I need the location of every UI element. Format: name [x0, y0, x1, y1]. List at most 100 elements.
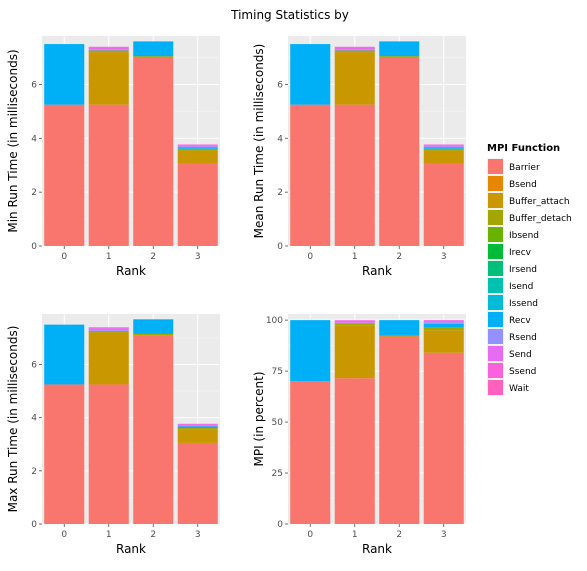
x-axis-title: Rank	[116, 542, 146, 556]
y-axis-title: Mean Run Time (in milliseconds)	[252, 44, 266, 239]
bar-segment-rsend-rank-3	[423, 322, 464, 324]
y-tick-label: 0	[277, 520, 283, 530]
bar-segment-barrier-rank-3	[423, 352, 464, 524]
bar-segment-ssend-rank-1	[88, 46, 129, 48]
y-tick-label: 75	[272, 367, 283, 377]
bar-segment-buffer-detach-rank-3	[423, 148, 464, 151]
bar-segment-barrier-rank-0	[290, 104, 331, 247]
bar-segment-buffer-attach-rank-1	[334, 325, 375, 379]
bar-segment-recv-rank-3	[177, 147, 218, 149]
legend-title: MPI Function	[487, 143, 560, 154]
x-tick-label: 3	[195, 530, 201, 540]
bar-segment-buffer-attach-rank-3	[177, 150, 218, 164]
y-tick-label: 4	[31, 134, 37, 144]
legend-label: Ssend	[509, 367, 536, 377]
bar-segment-rsend-rank-3	[177, 425, 218, 427]
bar-segment-buffer-attach-rank-3	[423, 330, 464, 353]
bar-segment-barrier-rank-0	[44, 104, 85, 247]
facet-panel-4: 0 25 50 75 100 0 1 2 3 Rank MPI (in percent)	[252, 314, 466, 556]
x-tick-label: 1	[106, 252, 112, 262]
y-tick-label: 0	[31, 520, 37, 530]
legend-label: Isend	[509, 282, 533, 292]
y-tick-label: 2	[31, 188, 37, 198]
legend-swatch	[488, 159, 503, 174]
bar-segment-rsend-rank-1	[88, 49, 129, 51]
bar-segment-ssend-rank-1	[334, 320, 375, 321]
legend-item-recv: Recv	[487, 311, 531, 328]
x-tick-label: 1	[352, 252, 358, 262]
legend-item-send: Send	[487, 345, 532, 362]
y-tick-label: 0	[31, 242, 37, 252]
bar-segment-rsend-rank-3	[177, 146, 218, 148]
x-axis-title: Rank	[362, 542, 392, 556]
y-tick-label: 6	[31, 80, 37, 90]
bar-segment-buffer-attach-rank-3	[177, 429, 218, 443]
legend-swatch	[488, 176, 503, 191]
legend-label: Rsend	[509, 333, 537, 343]
legend-label: Ibsend	[509, 231, 539, 241]
facet-panels: 0 2 4 6 0 1 2 3 Rank Min Run Time (in millisecond…	[6, 36, 466, 556]
bar-segment-ssend-rank-3	[423, 144, 464, 146]
bar-segment-barrier-rank-3	[423, 163, 464, 246]
bar-segment-send-rank-1	[334, 47, 375, 50]
bar-segment-recv-rank-0	[44, 324, 85, 385]
bar-segment-buffer-attach-rank-1	[88, 332, 129, 385]
bar-segment-recv-rank-2	[379, 320, 420, 336]
bar-segment-ssend-rank-1	[88, 327, 129, 329]
bar-segment-barrier-rank-3	[177, 163, 218, 246]
bar-segment-recv-rank-3	[423, 323, 464, 328]
legend-label: Wait	[509, 384, 529, 394]
y-tick-label: 6	[31, 361, 37, 371]
legend-item-buffer-attach: Buffer_attach	[487, 192, 570, 209]
bar-segment-send-rank-3	[177, 424, 218, 426]
y-tick-label: 4	[277, 134, 283, 144]
bar-segment-barrier-rank-0	[290, 381, 331, 524]
x-tick-label: 2	[150, 252, 156, 262]
x-tick-label: 2	[396, 252, 402, 262]
legend-item-barrier: Barrier	[487, 158, 540, 175]
legend-item-irsend: Irsend	[487, 260, 537, 277]
bar-segment-barrier-rank-2	[133, 335, 174, 524]
x-axis-title: Rank	[362, 264, 392, 278]
legend-swatch	[488, 380, 503, 395]
legend-swatch	[488, 227, 503, 242]
bar-segment-buffer-detach-rank-3	[423, 327, 464, 331]
facet-panel-1: 0 2 4 6 0 1 2 3 Rank Min Run Time (in millisecond…	[6, 36, 220, 278]
legend-item-isend: Isend	[487, 277, 533, 294]
bar-segment-ssend-rank-1	[334, 46, 375, 48]
x-tick-label: 0	[307, 252, 313, 262]
legend-label: Send	[509, 350, 532, 360]
bar-segment-buffer-attach-rank-1	[334, 52, 375, 105]
legend-swatch	[488, 261, 503, 276]
legend-swatch	[488, 312, 503, 327]
bar-segment-buffer-detach-rank-1	[88, 50, 129, 53]
x-tick-label: 0	[61, 252, 67, 262]
bar-segment-recv-rank-3	[423, 147, 464, 149]
y-tick-label: 25	[272, 469, 283, 479]
bar-segment-buffer-detach-rank-2	[379, 56, 420, 58]
y-axis-title: Max Run Time (in milliseconds)	[6, 326, 20, 513]
bar-segment-buffer-detach-rank-3	[177, 428, 218, 430]
x-tick-label: 2	[150, 530, 156, 540]
legend-item-issend: Issend	[487, 294, 538, 311]
bar-segment-barrier-rank-1	[334, 104, 375, 247]
legend-item-wait: Wait	[487, 379, 529, 396]
legend-items: Barrier Bsend Buffer_attach Buffer_detach Ib…	[487, 158, 572, 396]
bar-segment-recv-rank-2	[133, 41, 174, 57]
bar-segment-rsend-rank-3	[423, 146, 464, 148]
legend-swatch	[488, 295, 503, 310]
bar-segment-barrier-rank-1	[88, 384, 129, 524]
legend-swatch	[488, 363, 503, 378]
facet-panel-3: 0 2 4 6 0 1 2 3 Rank Max Run Time (in millisecond…	[6, 314, 220, 556]
x-tick-label: 0	[61, 530, 67, 540]
y-axis-title: Min Run Time (in milliseconds)	[6, 49, 20, 232]
legend-item-irecv: Irecv	[487, 243, 532, 260]
legend-label: Irsend	[509, 265, 537, 275]
bar-segment-buffer-detach-rank-1	[334, 323, 375, 326]
bar-segment-recv-rank-0	[44, 44, 85, 105]
x-tick-label: 0	[307, 530, 313, 540]
bar-segment-barrier-rank-2	[379, 336, 420, 524]
legend-label: Barrier	[509, 163, 540, 173]
bar-segment-ssend-rank-3	[177, 423, 218, 425]
